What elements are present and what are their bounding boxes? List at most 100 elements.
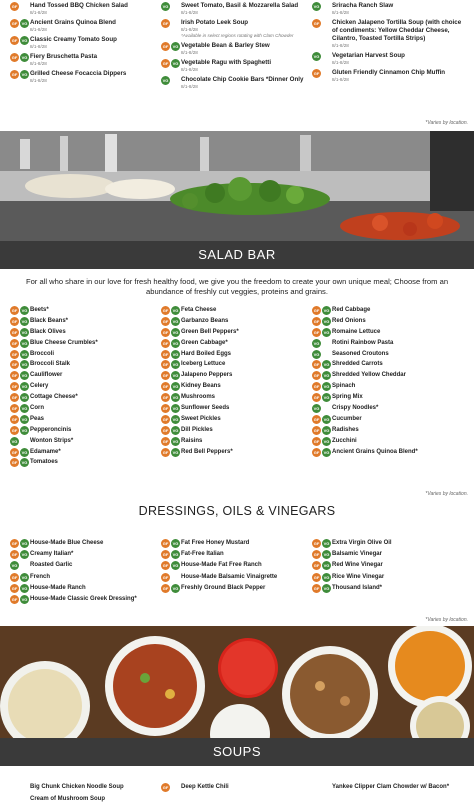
diet-badges: GF VG [10, 550, 30, 560]
vegetarian-icon: VG [322, 327, 331, 337]
varies-note-top: *Varies by location. [425, 120, 468, 126]
vegetarian-icon: VG [20, 572, 29, 582]
gluten-friendly-icon: GF [161, 58, 170, 68]
item-date: 8/1-8/28 [181, 27, 198, 32]
diet-badges: GF VG [161, 404, 181, 414]
gluten-friendly-icon: GF [312, 425, 321, 435]
vegetarian-icon: VG [171, 414, 180, 424]
diet-badges: GF VG [312, 436, 332, 446]
gluten-friendly-icon: GF [10, 19, 19, 28]
menu-column: Big Chunk Chicken Noodle Soup Cream of Mu… [10, 783, 161, 807]
item-name: Hand Tossed BBQ Chicken Salad [30, 2, 128, 9]
item-name: Rice Wine Vinegar [332, 573, 385, 580]
item-name: Blue Cheese Crumbles* [30, 339, 98, 346]
menu-item: VG Chocolate Chip Cookie Bars *Dinner Onl… [161, 75, 312, 90]
gluten-friendly-icon: GF [10, 360, 19, 370]
item-name: Thousand Island* [332, 584, 383, 591]
menu-item: GF VG Red Onions [312, 316, 463, 326]
item-name: House-Made Ranch [30, 584, 86, 591]
item-name: House-Made Balsamic Vinaigrette [181, 573, 278, 580]
item-name: Chicken Jalapeno Tortilla Soup (with cho… [332, 19, 462, 42]
menu-item: GF Hand Tossed BBQ Chicken Salad 8/1-8/28 [10, 2, 161, 16]
menu-column: GF VG Red Cabbage GF VG Red Onions GF VG Romaine… [312, 306, 463, 469]
item-name: Raisins [181, 437, 203, 444]
menu-item: GF VG Creamy Italian* [10, 550, 161, 560]
gluten-friendly-icon: GF [10, 447, 19, 457]
gluten-friendly-icon: GF [10, 583, 19, 593]
dressings-items: GF VG House-Made Blue Cheese GF VG Creamy Ita… [0, 539, 474, 606]
vegetarian-icon: VG [171, 539, 180, 548]
item-date: 8/1-8/28 [181, 66, 198, 72]
diet-badges: GF VG [10, 458, 30, 468]
menu-item: VG Sweet Tomato, Basil & Mozzarella Salad… [161, 2, 312, 16]
gluten-friendly-icon: GF [161, 360, 170, 370]
diet-badges: GF VG [312, 561, 332, 571]
gluten-friendly-icon: GF [10, 36, 19, 45]
menu-item: GF VG Feta Cheese [161, 306, 312, 315]
menu-item: GF VG Red Cabbage [312, 306, 463, 315]
item-name: Seasoned Croutons [332, 350, 389, 357]
gluten-friendly-icon: GF [312, 327, 321, 337]
gluten-friendly-icon: GF [161, 316, 170, 326]
gluten-friendly-icon: GF [161, 583, 170, 593]
gluten-friendly-icon: GF [312, 414, 321, 424]
item-name: Ancient Grains Quinoa Blend* [332, 448, 418, 455]
diet-badges: GF VG [161, 583, 181, 593]
gluten-friendly-icon: GF [161, 414, 170, 424]
menu-item: GF VG Balsamic Vinegar [312, 550, 463, 560]
vegetarian-icon: VG [322, 382, 331, 392]
vegetarian-icon: VG [20, 382, 29, 392]
menu-item: GF VG Zucchini [312, 436, 463, 446]
vegetarian-icon: VG [171, 371, 180, 381]
item-name: Freshly Ground Black Pepper [181, 584, 266, 591]
menu-item: Cream of Mushroom Soup [10, 795, 161, 804]
vegetarian-icon: VG [312, 52, 321, 61]
menu-item: GF VG Hard Boiled Eggs [161, 349, 312, 359]
menu-item: GF VG House-Made Ranch [10, 583, 161, 593]
item-name: Deep Kettle Chili [181, 784, 229, 790]
menu-item: GF VG Spring Mix [312, 393, 463, 403]
menu-item: GF VG Ancient Grains Quinoa Blend 8/1-8/28 [10, 19, 161, 33]
menu-item: GF VG Peas [10, 414, 161, 424]
salad-bar-photo [0, 131, 474, 241]
vegetarian-icon: VG [312, 404, 321, 414]
gluten-friendly-icon: GF [312, 316, 321, 326]
diet-badges: GF VG [161, 41, 181, 51]
vegetarian-icon: VG [20, 458, 29, 468]
diet-badges: GF VG [312, 327, 332, 337]
diet-badges: GF VG [161, 550, 181, 560]
item-name: Jalapeno Peppers [181, 372, 233, 379]
diet-badges: GF [161, 783, 181, 792]
menu-item: GF VG Edamame* [10, 447, 161, 457]
diet-badges: GF VG [161, 327, 181, 337]
diet-badges: GF VG [161, 349, 181, 359]
diet-badges: VG [312, 349, 332, 359]
diet-badges: GF [161, 572, 181, 582]
menu-item: GF VG Green Bell Peppers* [161, 327, 312, 337]
diet-badges: GF VG [10, 539, 30, 548]
diet-badges: GF VG [161, 338, 181, 348]
diet-badges: GF VG [161, 436, 181, 446]
menu-item: Yankee Clipper Clam Chowder w/ Bacon* [312, 783, 463, 792]
menu-item: GF VG Fiery Bruschetta Pasta 8/1-8/28 [10, 53, 161, 67]
gluten-friendly-icon: GF [10, 594, 19, 604]
menu-item: GF VG Beets* [10, 306, 161, 315]
diet-badges: GF VG [10, 338, 30, 348]
item-date: 8/1-8/28 [332, 43, 349, 48]
gluten-friendly-icon: GF [10, 327, 19, 337]
vegetarian-icon: VG [171, 404, 180, 414]
menu-item: GF Chicken Jalapeno Tortilla Soup (with c… [312, 19, 463, 49]
item-date: 8/1-8/28 [181, 49, 198, 55]
gluten-friendly-icon: GF [10, 70, 19, 79]
menu-item: Big Chunk Chicken Noodle Soup [10, 783, 161, 792]
gluten-friendly-icon: GF [10, 393, 19, 403]
gluten-friendly-icon: GF [10, 572, 19, 582]
item-name: Hard Boiled Eggs [181, 350, 232, 357]
vegetarian-icon: VG [322, 572, 331, 582]
vegetarian-icon: VG [171, 327, 180, 337]
vegetarian-icon: VG [171, 447, 180, 457]
vegetarian-icon: VG [322, 371, 331, 381]
vegetarian-icon: VG [20, 404, 29, 414]
gluten-friendly-icon: GF [161, 447, 170, 457]
vegetarian-icon: VG [171, 41, 180, 51]
